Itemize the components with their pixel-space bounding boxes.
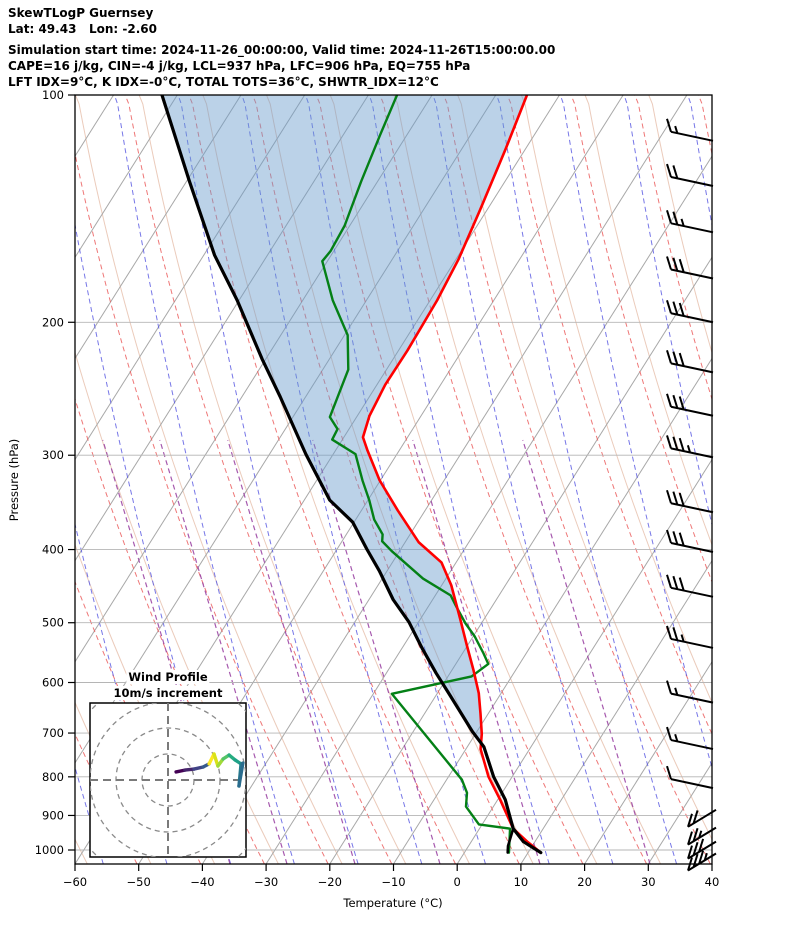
wind-barb <box>687 826 717 846</box>
wind-barb <box>666 299 714 324</box>
svg-text:20: 20 <box>577 875 592 889</box>
grid-mixing-ratio-lines <box>102 439 651 864</box>
hodograph-title: Wind Profile <box>126 670 210 684</box>
sim-time-line: Simulation start time: 2024-11-26_00:00:… <box>8 43 556 57</box>
svg-text:10: 10 <box>514 875 529 889</box>
wind-barb <box>666 625 714 649</box>
wind-barb <box>666 118 714 142</box>
wind-barb <box>666 489 714 514</box>
svg-text:300: 300 <box>42 448 64 462</box>
svg-text:500: 500 <box>42 616 64 630</box>
wind-barb <box>666 529 714 553</box>
wind-barb <box>666 574 714 598</box>
svg-text:400: 400 <box>42 543 64 557</box>
svg-text:−10: −10 <box>381 875 405 889</box>
temperature-curve <box>361 95 543 854</box>
svg-text:−50: −50 <box>127 875 151 889</box>
wind-barb <box>687 808 717 828</box>
wind-barb <box>666 350 714 374</box>
cape-shading <box>161 95 527 750</box>
svg-text:1000: 1000 <box>35 843 64 857</box>
plot-frame <box>68 94 713 871</box>
svg-text:700: 700 <box>42 726 64 740</box>
chart-title: SkewTLogP Guernsey <box>8 6 154 20</box>
wind-barb <box>687 850 717 872</box>
wind-barb <box>666 435 714 459</box>
svg-text:30: 30 <box>641 875 656 889</box>
parcel-mixing-branch <box>506 827 515 854</box>
svg-text:−30: −30 <box>254 875 278 889</box>
svg-text:800: 800 <box>42 770 64 784</box>
svg-text:900: 900 <box>42 808 64 822</box>
svg-text:−60: −60 <box>63 875 87 889</box>
x-tick-labels: −60 −50 −40 −30 −20 −10 0 10 20 30 40 <box>63 875 719 889</box>
svg-text:200: 200 <box>42 315 64 329</box>
wind-barb <box>666 393 714 417</box>
wind-barbs <box>666 118 717 872</box>
wind-barb <box>666 765 714 790</box>
y-axis-label: Pressure (hPa) <box>7 438 21 522</box>
dewpoint-curve <box>321 95 512 854</box>
hodograph-subtitle: 10m/s increment <box>111 686 225 700</box>
svg-text:−20: −20 <box>318 875 342 889</box>
hodograph-inset <box>89 702 247 858</box>
svg-text:0: 0 <box>454 875 461 889</box>
y-tick-labels: 100 200 300 400 500 600 700 800 900 1000 <box>35 88 64 857</box>
parcel-curve <box>160 95 543 855</box>
wind-barb <box>666 163 714 188</box>
wind-barb <box>666 209 714 234</box>
wind-barb <box>687 838 717 860</box>
svg-text:−40: −40 <box>190 875 214 889</box>
stability-indices-line: LFT IDX=9°C, K IDX=-0°C, TOTAL TOTS=36°C… <box>8 75 439 89</box>
svg-text:100: 100 <box>42 88 64 102</box>
cape-indices-line: CAPE=16 j/kg, CIN=-4 j/kg, LCL=937 hPa, … <box>8 59 471 73</box>
svg-text:600: 600 <box>42 676 64 690</box>
svg-text:40: 40 <box>705 875 720 889</box>
wind-barb <box>666 726 714 751</box>
x-axis-label: Temperature (°C) <box>343 896 443 910</box>
wind-barb <box>666 680 714 704</box>
wind-barb <box>666 256 714 280</box>
lat-lon-line: Lat: 49.43 Lon: -2.60 <box>8 22 157 36</box>
